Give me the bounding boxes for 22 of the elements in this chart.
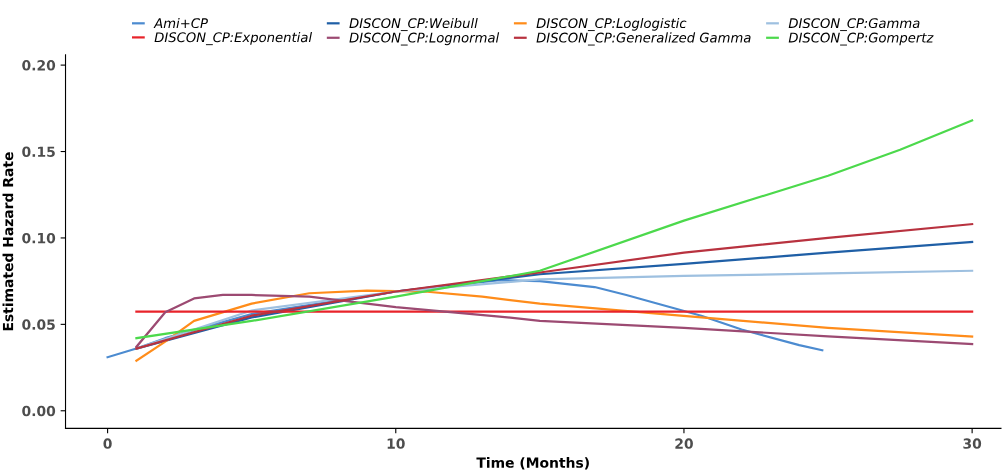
legend-label: DISCON_CP:Gamma (788, 18, 920, 32)
line-series (135, 119, 974, 340)
x-tick-label: 30 (963, 438, 982, 449)
y-axis-title: Estimated Hazard Rate (2, 152, 14, 331)
y-tick-label: 0.10 (22, 232, 56, 244)
x-tick-label: 10 (387, 438, 405, 449)
y-tick-label: 0.20 (22, 60, 56, 71)
y-tick-label: 0.15 (22, 146, 55, 157)
legend-label: DISCON_CP:Lognormal (349, 32, 500, 46)
y-tick-label: 0.00 (22, 405, 56, 417)
legend-label: DISCON_CP:Generalized Gamma (536, 32, 751, 46)
x-tick-label: 0 (103, 438, 112, 449)
legend-label: DISCON_CP:Exponential (154, 32, 313, 46)
legend-label: DISCON_CP:Weibull (349, 17, 478, 32)
x-tick-label: 20 (675, 438, 693, 449)
legend-label: DISCON_CP:Gompertz (788, 32, 934, 46)
line-series (135, 289, 974, 362)
y-tick-label: 0.05 (22, 319, 55, 330)
legend-label: DISCON_CP:Loglogistic (536, 17, 687, 32)
line-series (135, 293, 974, 348)
legend-label: Ami+CP (153, 17, 208, 29)
x-axis-title: Time (Months) (476, 457, 589, 470)
